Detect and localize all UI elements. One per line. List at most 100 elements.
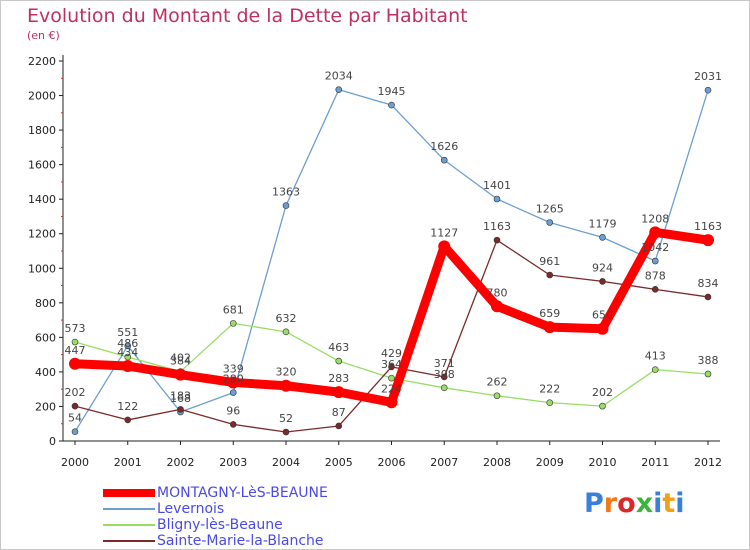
data-label-1: 1042 (641, 241, 669, 254)
series-point-1 (651, 257, 659, 265)
series-point-3 (282, 428, 290, 436)
legend-swatch-bligny (103, 524, 155, 526)
data-label-3: 87 (332, 406, 346, 419)
x-tick-label: 2009 (536, 456, 564, 469)
series-point-3 (651, 286, 659, 293)
logo-letter: i (675, 488, 685, 519)
data-label-3: 96 (226, 404, 240, 417)
data-label-1: 2031 (694, 70, 722, 83)
series-point-0 (438, 240, 451, 253)
series-point-3 (71, 402, 79, 410)
legend-label-levernois: Levernois (157, 501, 225, 517)
series-point-2 (546, 399, 554, 406)
series-point-0 (543, 321, 556, 334)
x-tick-label: 2000 (61, 456, 89, 469)
data-label-1: 2034 (325, 70, 353, 83)
series-point-0 (174, 368, 187, 381)
series-point-2 (651, 366, 659, 373)
series-point-3 (493, 236, 501, 244)
y-tick-label: 1600 (28, 159, 56, 172)
series-point-3 (335, 422, 343, 430)
y-tick-label: 600 (35, 331, 56, 344)
x-tick-label: 2008 (483, 456, 511, 469)
logo-letter: t (662, 488, 676, 519)
data-label-2: 463 (328, 341, 349, 354)
data-label-2: 402 (170, 352, 191, 365)
x-tick-label: 2012 (694, 456, 722, 469)
data-label-0: 1208 (641, 212, 669, 225)
series-point-3 (599, 278, 606, 285)
series-point-2 (71, 338, 79, 346)
legend-swatch-sainte-marie (103, 540, 155, 542)
series-point-2 (282, 328, 290, 336)
data-label-1: 1265 (536, 203, 564, 216)
data-label-2: 364 (381, 358, 402, 371)
data-label-1: 168 (170, 392, 191, 405)
data-label-2: 202 (592, 386, 613, 399)
data-label-2: 262 (487, 376, 508, 389)
series-point-0 (69, 357, 81, 370)
series-point-1 (599, 234, 606, 241)
data-label-3: 429 (381, 347, 402, 360)
logo-letter: r (603, 488, 618, 519)
data-label-1: 1179 (589, 217, 617, 230)
data-label-0: 224 (381, 382, 402, 395)
data-label-2: 388 (698, 354, 719, 367)
logo-letter: x (635, 488, 654, 519)
data-label-0: 384 (170, 355, 191, 368)
legend-swatch-montagny (103, 489, 155, 497)
series-point-3 (440, 373, 448, 381)
y-tick-label: 400 (35, 366, 56, 379)
series-point-3 (704, 293, 712, 301)
y-tick-label: 800 (35, 297, 56, 310)
series-point-2 (493, 392, 501, 400)
series-point-3 (177, 406, 184, 413)
y-tick-label: 200 (35, 400, 56, 413)
data-label-3: 961 (539, 255, 560, 268)
x-tick-label: 2002 (167, 456, 195, 469)
data-label-2: 681 (223, 303, 244, 316)
data-label-1: 280 (223, 373, 244, 386)
y-tick-label: 2200 (28, 55, 56, 68)
legend-item-sainte-marie: Sainte-Marie-la-Blanche (103, 533, 328, 549)
logo-letter: o (617, 488, 636, 519)
series-point-0 (649, 226, 662, 239)
series-point-0 (332, 386, 345, 399)
series-point-3 (546, 271, 554, 279)
data-label-1: 54 (68, 412, 82, 425)
series-point-1 (282, 202, 290, 209)
y-tick-label: 0 (49, 435, 56, 448)
x-tick-label: 2005 (325, 456, 353, 469)
legend-label-bligny: Bligny-lès-Beaune (157, 517, 283, 533)
y-tick-label: 1800 (28, 124, 56, 137)
legend-label-montagny: MONTAGNY-LèS-BEAUNE (157, 485, 328, 501)
data-label-2: 486 (117, 337, 138, 350)
data-label-0: 659 (539, 307, 560, 320)
data-label-2: 222 (539, 383, 560, 396)
series-point-2 (704, 370, 712, 378)
data-label-1: 1401 (483, 179, 511, 192)
data-label-0: 447 (65, 344, 86, 357)
data-label-3: 878 (645, 269, 666, 282)
data-label-0: 1127 (430, 226, 458, 239)
data-label-2: 573 (65, 322, 86, 335)
data-label-0: 650 (592, 309, 613, 322)
series-point-0 (491, 300, 503, 313)
x-tick-label: 2001 (114, 456, 142, 469)
data-label-1: 1363 (272, 186, 300, 199)
series-point-0 (385, 396, 398, 409)
data-label-0: 1163 (694, 220, 722, 233)
x-tick-label: 2007 (430, 456, 458, 469)
x-tick-label: 2006 (378, 456, 406, 469)
legend-item-levernois: Levernois (103, 501, 328, 517)
data-label-0: 320 (276, 366, 297, 379)
series-point-0 (702, 234, 714, 247)
series-point-2 (229, 320, 237, 327)
data-label-0: 434 (117, 346, 138, 359)
series-point-1 (124, 342, 132, 350)
y-tick-label: 1000 (28, 262, 56, 275)
y-tick-label: 1200 (28, 228, 56, 241)
series-point-2 (440, 384, 448, 392)
legend-item-montagny: MONTAGNY-LèS-BEAUNE (103, 485, 328, 501)
